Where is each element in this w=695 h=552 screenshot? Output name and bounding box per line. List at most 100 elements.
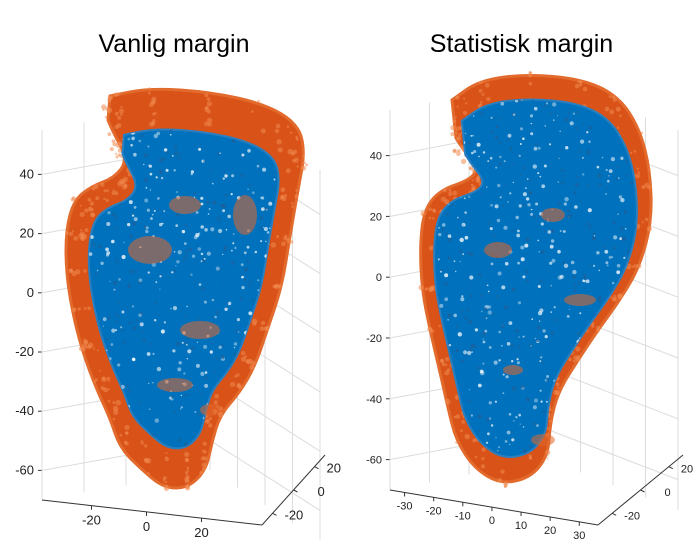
margin-point: [429, 287, 434, 291]
target-point: [224, 174, 228, 178]
target-point: [191, 254, 196, 258]
target-point: [656, 243, 657, 244]
target-point: [466, 335, 468, 337]
target-point: [115, 259, 120, 264]
margin-point: [302, 161, 306, 165]
target-point: [499, 155, 502, 159]
target-point: [498, 330, 501, 334]
target-point: [204, 383, 209, 388]
target-point: [101, 447, 104, 449]
target-point: [588, 140, 591, 143]
margin-point: [457, 133, 462, 137]
x-tick-label: 20: [194, 525, 208, 540]
target-point: [511, 386, 516, 391]
target-point: [265, 240, 267, 243]
target-point: [233, 488, 235, 490]
target-point: [102, 471, 105, 474]
target-point: [618, 177, 620, 179]
target-point: [579, 75, 582, 78]
target-point: [177, 367, 182, 372]
target-point: [461, 359, 464, 363]
target-point: [487, 310, 492, 315]
target-point: [134, 374, 137, 377]
target-point: [508, 321, 513, 325]
target-point: [450, 84, 452, 86]
target-point: [553, 318, 557, 322]
target-point: [626, 301, 631, 306]
target-point: [538, 215, 541, 218]
margin-point: [103, 189, 107, 193]
target-point: [507, 201, 509, 203]
target-point: [470, 414, 473, 417]
target-point: [99, 228, 102, 230]
target-point: [214, 315, 217, 319]
target-point: [647, 259, 649, 261]
target-point: [77, 110, 79, 112]
target-point: [274, 402, 278, 406]
target-point: [291, 99, 293, 101]
margin-patch: [200, 404, 220, 416]
target-point: [149, 189, 151, 191]
target-point: [265, 208, 268, 211]
target-point: [544, 230, 546, 233]
x-tick-label: -20: [426, 505, 442, 517]
margin-point: [186, 469, 189, 472]
target-point: [304, 278, 308, 282]
target-point: [646, 70, 650, 74]
target-point: [226, 84, 228, 86]
target-point: [298, 325, 300, 327]
target-point: [284, 356, 288, 360]
target-point: [515, 215, 519, 220]
target-point: [629, 323, 633, 327]
target-point: [453, 486, 457, 490]
margin-point: [647, 227, 652, 232]
target-point: [246, 451, 247, 452]
target-point: [608, 255, 612, 259]
margin-point: [90, 208, 94, 212]
target-point: [574, 205, 578, 209]
target-point: [498, 162, 503, 166]
margin-point: [118, 108, 124, 114]
target-point: [139, 312, 143, 316]
target-point: [209, 478, 212, 481]
target-point: [242, 278, 247, 282]
target-point: [546, 400, 548, 403]
target-point: [176, 341, 181, 346]
target-point: [520, 385, 525, 389]
chart-panel-vanlig: Vanlig margin 40 20 0 -20 -40 -60 -20 0 20 20 0 -20: [15, 30, 341, 540]
target-point: [555, 429, 557, 431]
target-point: [539, 175, 542, 178]
target-point: [468, 389, 470, 391]
target-point: [242, 90, 246, 94]
target-point: [546, 375, 550, 378]
target-point: [236, 318, 240, 322]
margin-point: [478, 81, 482, 85]
y-tick-label: 40: [370, 151, 382, 163]
target-point: [160, 372, 163, 375]
margin-point: [199, 470, 204, 475]
target-point: [254, 250, 258, 254]
target-point: [482, 151, 486, 154]
z-tick-label: 20: [327, 461, 341, 476]
target-point: [531, 99, 534, 102]
y-tick-label: -40: [15, 403, 34, 418]
target-point: [447, 147, 449, 149]
margin-point: [460, 158, 467, 165]
target-point: [121, 254, 126, 260]
target-point: [241, 477, 243, 479]
target-point: [538, 251, 540, 253]
target-point: [163, 321, 166, 324]
target-point: [257, 279, 260, 282]
target-point: [176, 213, 180, 217]
target-point: [642, 288, 645, 291]
x-axis-line: [389, 489, 599, 526]
target-point: [222, 476, 225, 479]
target-point: [656, 298, 659, 301]
target-point: [132, 357, 136, 362]
target-point: [631, 381, 635, 385]
target-point: [248, 284, 251, 288]
target-point: [557, 115, 559, 117]
target-point: [630, 181, 633, 185]
target-point: [121, 310, 125, 314]
target-point: [165, 222, 167, 224]
